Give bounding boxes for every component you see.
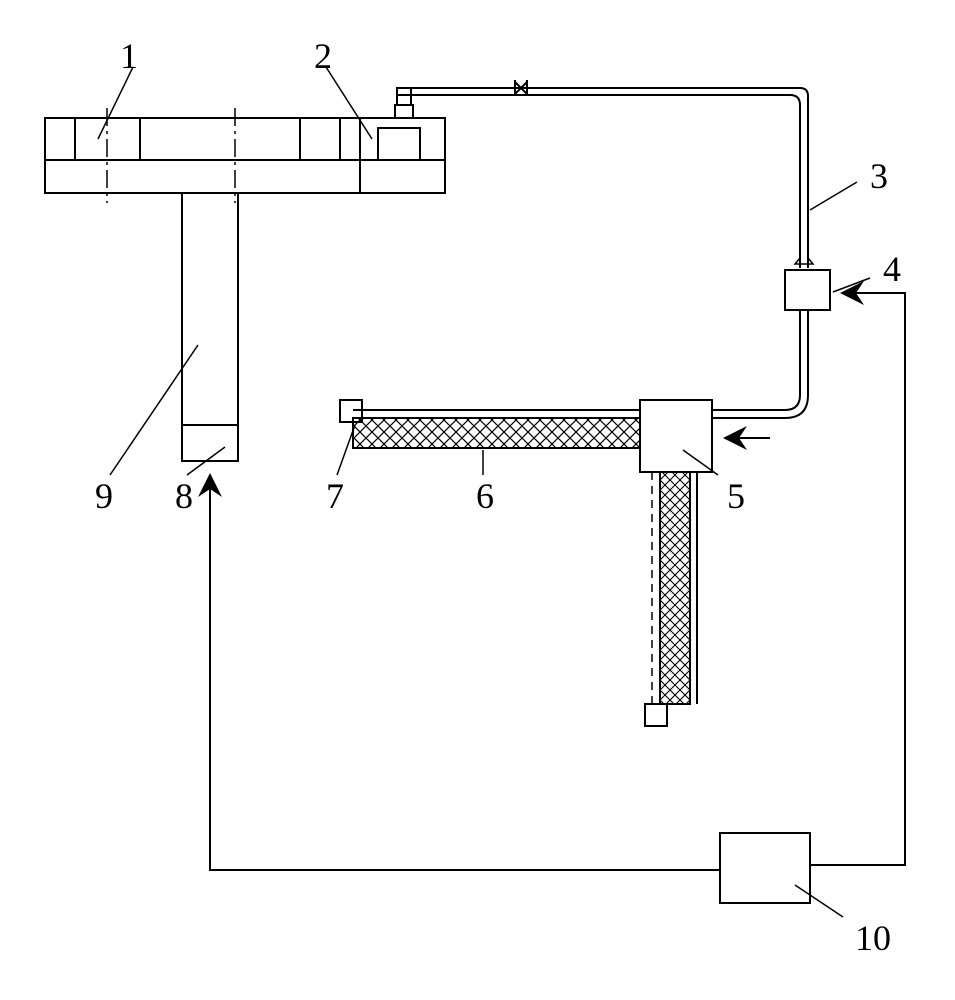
junction-5 bbox=[640, 400, 712, 472]
vertical-bar bbox=[645, 472, 697, 726]
label-7: 7 bbox=[326, 475, 344, 517]
label-6: 6 bbox=[476, 475, 494, 517]
top-block bbox=[45, 105, 445, 203]
controller-10 bbox=[720, 833, 810, 903]
label-8: 8 bbox=[175, 475, 193, 517]
label-1: 1 bbox=[120, 35, 138, 77]
label-9: 9 bbox=[95, 475, 113, 517]
control-line-to-4 bbox=[810, 293, 905, 865]
valve-4 bbox=[785, 270, 830, 310]
label-10: 10 bbox=[855, 917, 891, 959]
label-3: 3 bbox=[870, 155, 888, 197]
label-2: 2 bbox=[314, 35, 332, 77]
label-4: 4 bbox=[883, 248, 901, 290]
stem bbox=[182, 193, 238, 461]
horizontal-bar bbox=[340, 400, 640, 448]
label-5: 5 bbox=[727, 475, 745, 517]
control-line-to-8 bbox=[210, 475, 720, 870]
pipe-3 bbox=[397, 80, 813, 268]
pipe-4-to-5 bbox=[712, 310, 808, 418]
